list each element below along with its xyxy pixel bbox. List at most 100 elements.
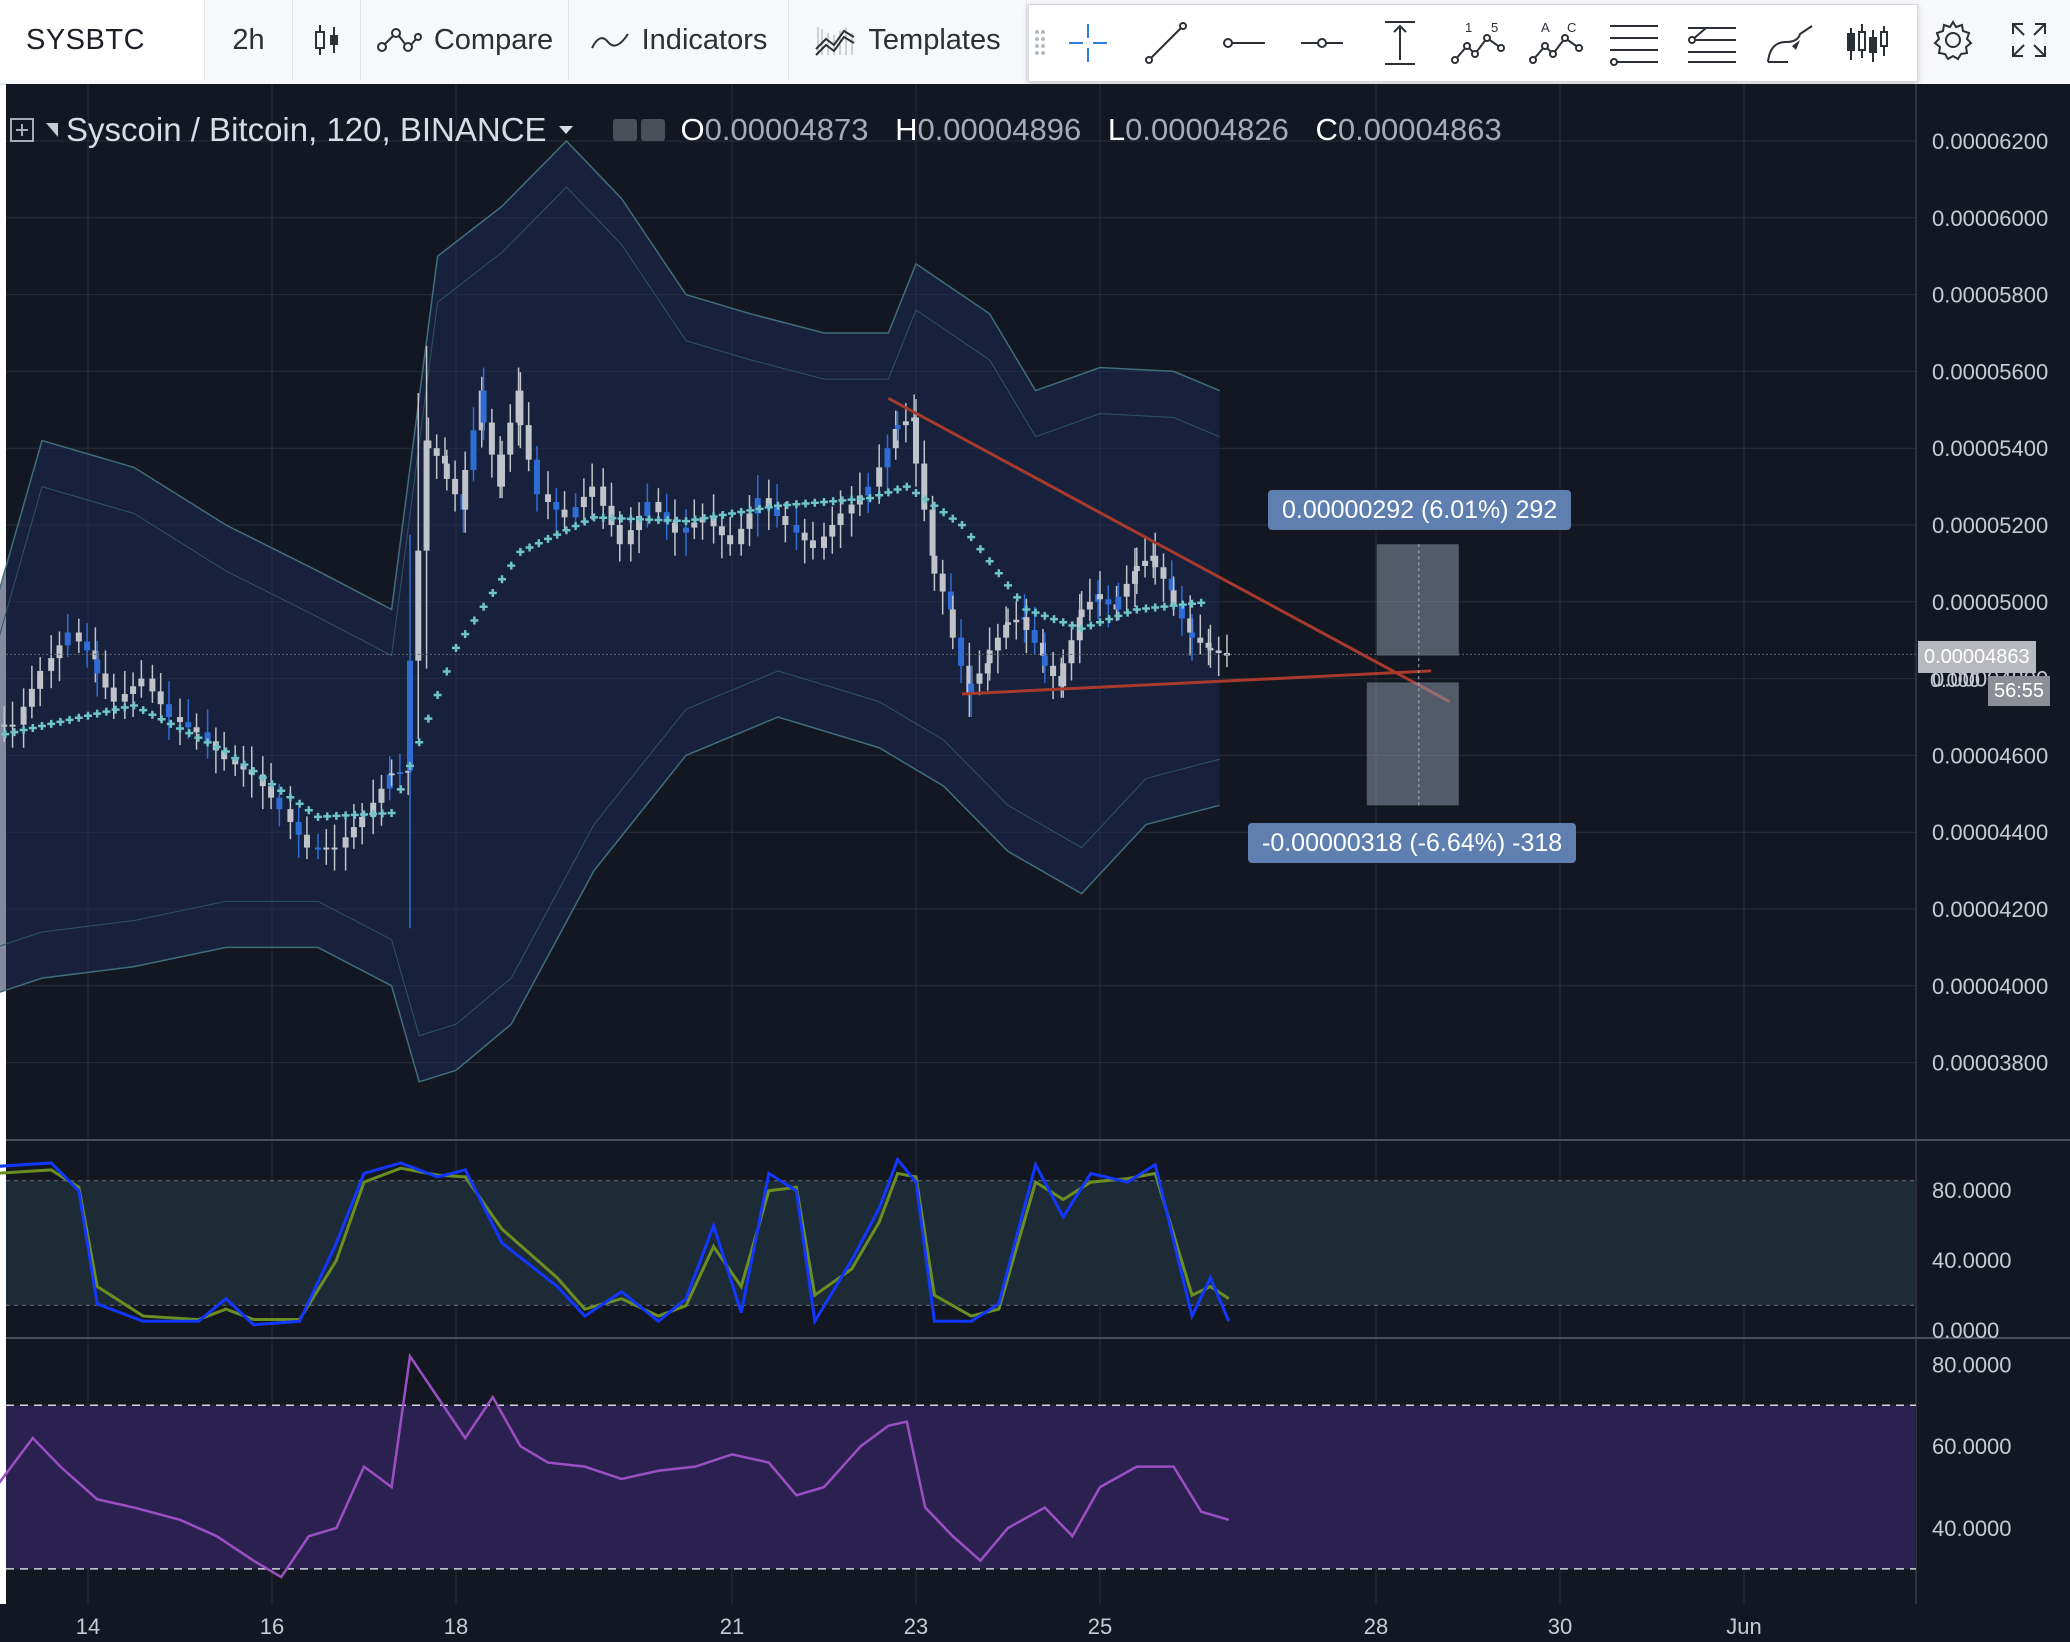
ma-marker bbox=[452, 643, 460, 652]
candle-body bbox=[627, 530, 634, 545]
chart-style-button[interactable] bbox=[293, 0, 361, 80]
candle-body bbox=[616, 525, 623, 545]
legend-title[interactable]: Syscoin / Bitcoin, 120, BINANCE bbox=[66, 111, 547, 148]
candle-body bbox=[268, 786, 275, 798]
candle-body bbox=[517, 390, 524, 426]
ma-marker bbox=[470, 616, 479, 625]
band-inner-lower-line bbox=[0, 670, 1220, 1037]
candle-body bbox=[1131, 571, 1138, 584]
candle-body bbox=[342, 837, 349, 848]
candle-body bbox=[710, 517, 717, 527]
ma-marker bbox=[571, 521, 580, 530]
candle-body bbox=[350, 827, 357, 838]
chevron-down-icon[interactable] bbox=[558, 126, 573, 134]
ma-marker bbox=[387, 809, 396, 817]
candle-body bbox=[1060, 663, 1067, 687]
candle-body bbox=[1178, 604, 1185, 619]
compare-button[interactable]: Compare bbox=[361, 0, 569, 80]
interval-label: 2h bbox=[232, 23, 265, 56]
candle-body bbox=[388, 773, 395, 776]
candle-body bbox=[499, 454, 505, 487]
fib-retracement-icon[interactable] bbox=[1673, 5, 1751, 81]
candle-body bbox=[480, 390, 487, 423]
candle-body bbox=[1105, 599, 1112, 605]
ma-marker bbox=[176, 724, 184, 733]
candle-body bbox=[1123, 583, 1130, 597]
candle-body bbox=[303, 834, 310, 848]
candle-body bbox=[1023, 617, 1030, 630]
ma-marker bbox=[847, 495, 856, 504]
candle-body bbox=[894, 425, 901, 429]
candle-body bbox=[958, 637, 965, 666]
horizontal-ray-icon[interactable] bbox=[1205, 5, 1283, 81]
ma-marker bbox=[10, 728, 19, 737]
candle-body bbox=[966, 665, 973, 694]
brush-icon[interactable] bbox=[1751, 5, 1829, 81]
drag-handle-icon[interactable] bbox=[1035, 29, 1045, 57]
symbol-search-button[interactable]: SYSBTC bbox=[0, 0, 205, 80]
ma-marker bbox=[74, 713, 83, 722]
ma-marker bbox=[249, 767, 258, 776]
parallel-channel-icon[interactable] bbox=[1595, 5, 1673, 81]
candle-body bbox=[738, 528, 745, 545]
candle-body bbox=[1170, 590, 1177, 605]
time-axis-background bbox=[0, 1604, 2070, 1642]
ma-marker bbox=[783, 501, 792, 510]
candle-body bbox=[949, 609, 956, 638]
close-key: C bbox=[1315, 112, 1338, 147]
time-tick-label: 18 bbox=[444, 1614, 468, 1639]
candle-body bbox=[405, 770, 412, 773]
indicators-label: Indicators bbox=[641, 23, 768, 56]
candle-body bbox=[699, 517, 706, 523]
stoch-tick-label: 80.0000 bbox=[1932, 1178, 2012, 1203]
candle-body bbox=[1142, 560, 1149, 566]
rsi-line bbox=[0, 1352, 1230, 1579]
ma-marker bbox=[185, 729, 194, 738]
ma-marker bbox=[157, 715, 166, 724]
candle-body bbox=[415, 550, 422, 661]
rsi-tick-label: 60.0000 bbox=[1932, 1434, 2012, 1459]
price-axis-background bbox=[1916, 84, 2070, 1642]
chart-canvas[interactable]: 14 16 18 21 23 25 28 30 Jun 0.00006200 0.00006000 0… bbox=[0, 84, 2070, 1642]
templates-button[interactable]: Templates bbox=[789, 0, 1027, 80]
ma-marker bbox=[866, 494, 874, 503]
ma-marker bbox=[1188, 599, 1196, 608]
vertical-range-icon[interactable] bbox=[1361, 5, 1439, 81]
indicators-icon bbox=[590, 28, 630, 52]
ma-marker bbox=[902, 482, 911, 491]
ma-marker bbox=[1096, 618, 1104, 627]
horizontal-line-icon[interactable] bbox=[1283, 5, 1361, 81]
ma-marker bbox=[755, 504, 764, 513]
candle-body bbox=[1078, 609, 1085, 618]
candle-body bbox=[1197, 637, 1204, 643]
crosshair-icon[interactable] bbox=[1049, 5, 1127, 81]
close-value: 0.00004863 bbox=[1337, 112, 1502, 147]
ma-marker bbox=[912, 489, 920, 497]
interval-button[interactable]: 2h bbox=[205, 0, 293, 80]
expand-legend-icon[interactable] bbox=[10, 118, 34, 142]
time-tick-label: 23 bbox=[904, 1614, 928, 1639]
candle-body bbox=[986, 650, 993, 664]
trend-line-icon[interactable] bbox=[1127, 5, 1205, 81]
candle-body bbox=[56, 645, 63, 659]
candle-body bbox=[1, 724, 8, 727]
eye-icon[interactable] bbox=[612, 119, 637, 141]
ma-marker bbox=[893, 485, 902, 494]
ma-marker bbox=[672, 516, 681, 525]
flag-icon[interactable] bbox=[46, 123, 58, 137]
fullscreen-icon[interactable] bbox=[1990, 0, 2068, 80]
candle-body bbox=[1133, 565, 1140, 572]
candle-body bbox=[1050, 665, 1057, 677]
long-position-icon[interactable] bbox=[1829, 5, 1907, 81]
ma-marker bbox=[553, 530, 562, 539]
settings-icon[interactable] bbox=[640, 119, 665, 141]
ma-marker bbox=[341, 811, 350, 820]
candle-body bbox=[102, 673, 109, 688]
price-tick-label: 0.00004000 bbox=[1932, 974, 2048, 999]
candle-body bbox=[1189, 632, 1195, 638]
ma-marker bbox=[608, 514, 617, 523]
indicators-button[interactable]: Indicators bbox=[569, 0, 789, 80]
gear-icon[interactable] bbox=[1916, 0, 1990, 80]
